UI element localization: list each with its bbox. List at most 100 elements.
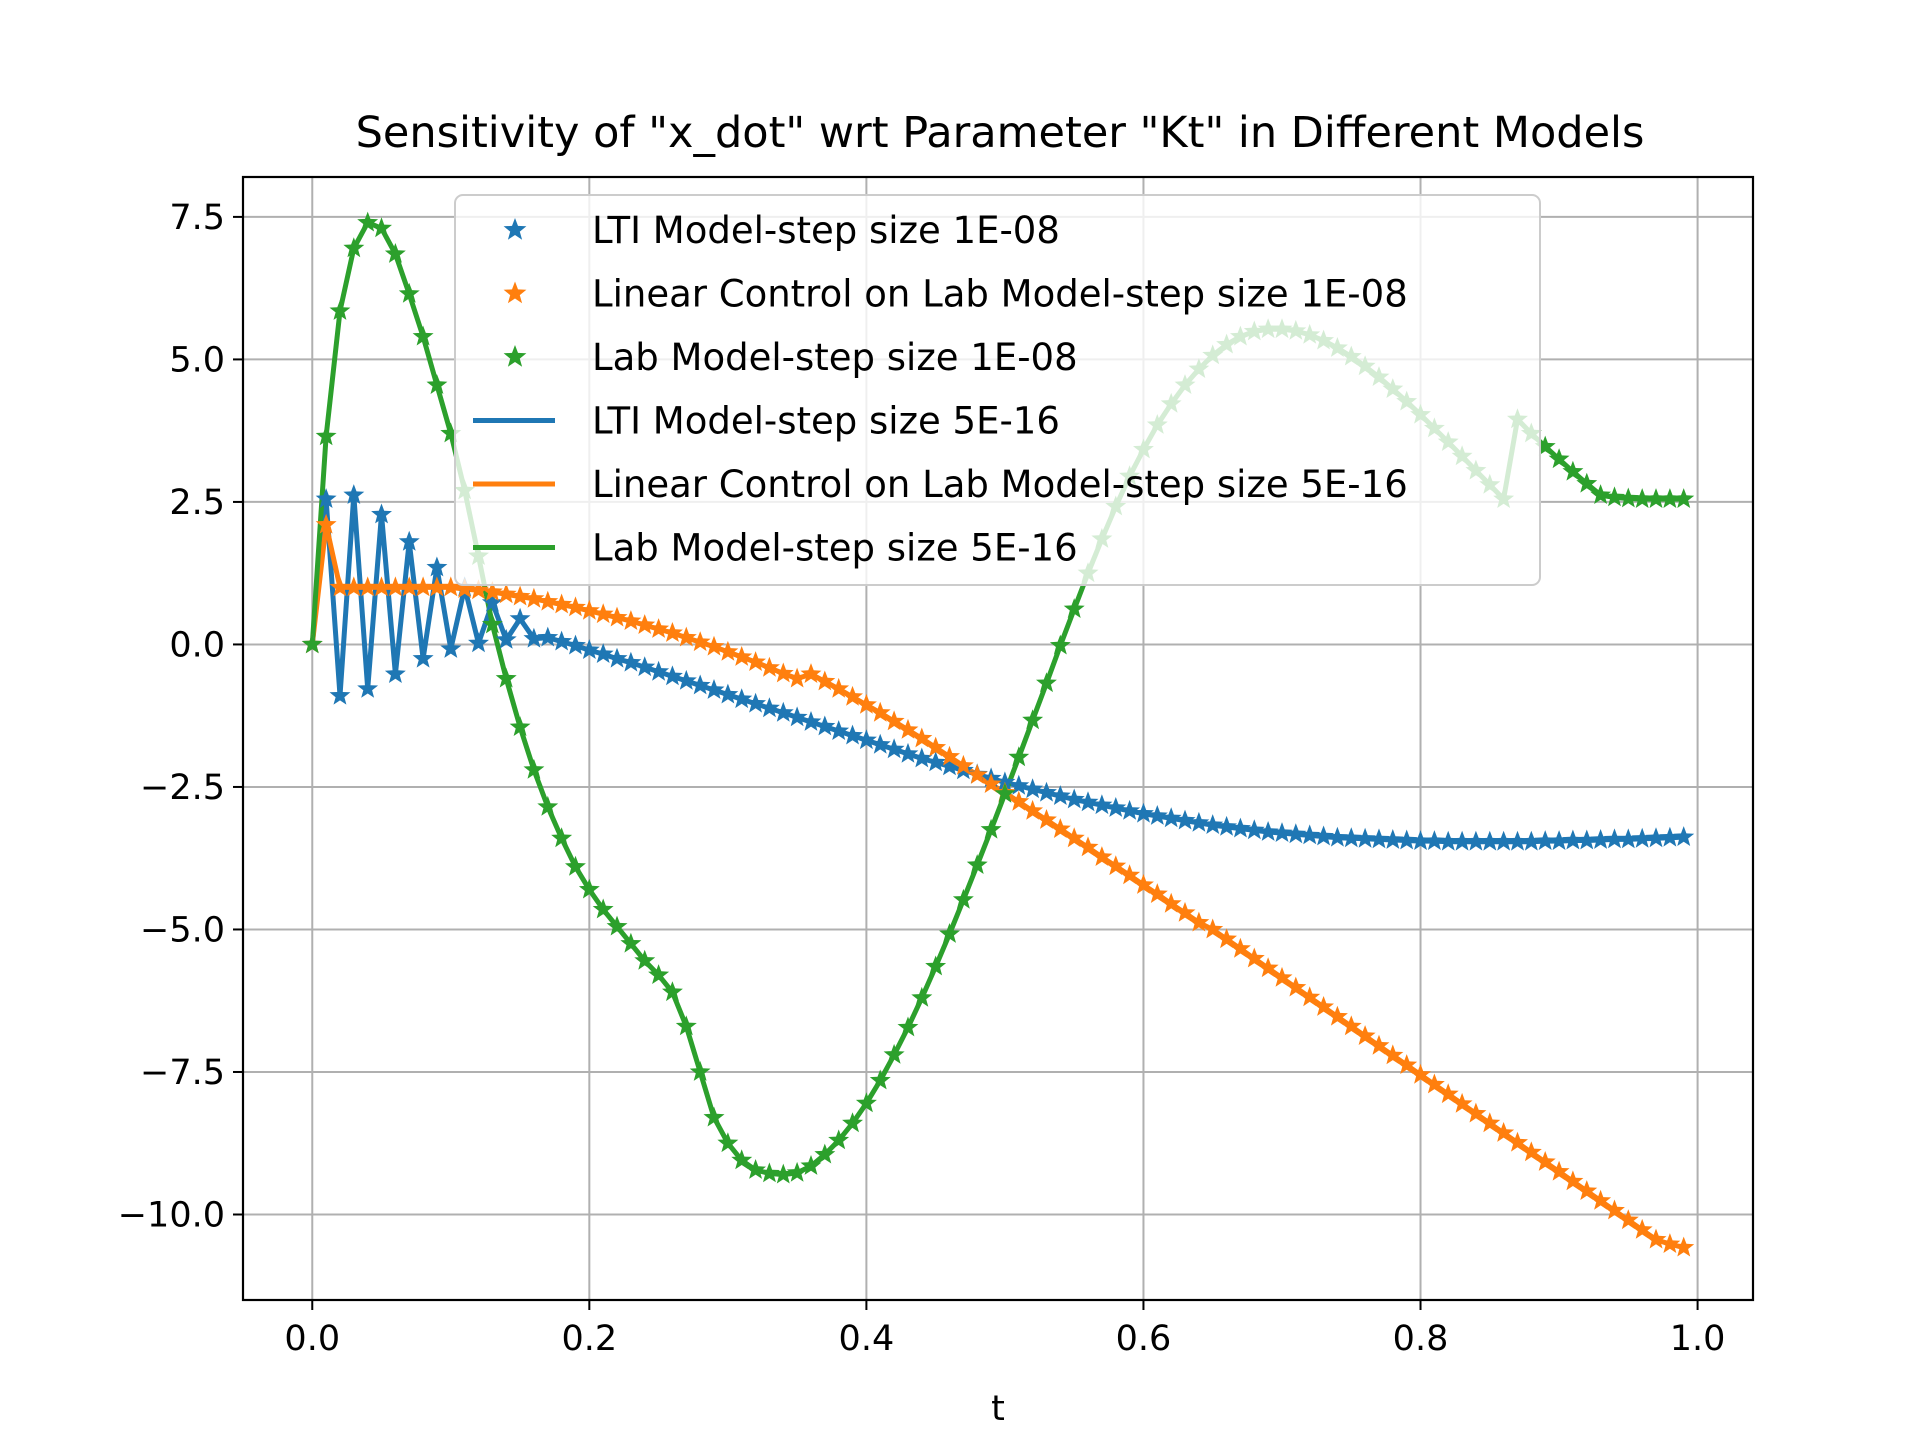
data-point-lab-model [883,1043,905,1064]
data-point-lti-model [1659,826,1681,847]
data-point-lab-model [371,217,392,238]
data-point-linear-control-on-lab-model [1326,1005,1348,1026]
data-point-lab-model [620,932,642,953]
data-point-lti-model [1451,830,1473,851]
legend-label: Lab Model-step size 1E-08 [592,336,1078,379]
data-point-lti-model [1645,827,1667,848]
data-point-lab-model [1008,746,1030,767]
data-point-linear-control-on-lab-model [1673,1236,1695,1257]
data-point-lti-model [1576,829,1598,850]
data-point-lti-model [398,530,420,551]
data-point-linear-control-on-lab-model [426,576,448,597]
y-tick-label: −5.0 [140,910,225,950]
data-point-linear-control-on-lab-model [1063,827,1085,848]
data-point-lab-model [523,758,545,779]
data-point-linear-control-on-lab-model [1465,1102,1487,1123]
data-point-linear-control-on-lab-model [1562,1170,1584,1191]
data-point-lti-model [759,697,780,718]
data-point-lti-model [1243,819,1265,840]
data-point-linear-control-on-lab-model [1382,1044,1404,1065]
data-point-lab-model [897,1016,919,1037]
data-point-lab-model [495,667,517,688]
data-point-lti-model [1520,830,1542,851]
data-point-linear-control-on-lab-model [440,576,462,597]
data-point-lti-model [731,688,753,709]
data-point-linear-control-on-lab-model [1105,855,1127,876]
data-point-linear-control-on-lab-model [1160,892,1182,913]
data-point-linear-control-on-lab-model [745,651,766,671]
data-point-lab-model [412,325,434,346]
data-point-linear-control-on-lab-model [1036,809,1057,829]
data-point-linear-control-on-lab-model [1479,1112,1501,1133]
data-point-lti-model [426,556,448,577]
data-point-linear-control-on-lab-model [454,578,476,598]
data-point-linear-control-on-lab-model [1091,846,1113,866]
data-point-linear-control-on-lab-model [828,677,850,698]
data-point-lti-model [1548,830,1570,850]
data-point-linear-control-on-lab-model [1008,790,1030,811]
data-point-lab-model [731,1149,753,1170]
y-tick-label: 7.5 [169,198,225,238]
legend-star-marker [503,345,527,367]
data-point-lab-model [481,613,503,634]
data-point-linear-control-on-lab-model [911,727,933,748]
data-point-lti-model [1437,830,1459,851]
data-point-linear-control-on-lab-model [717,640,739,661]
data-point-lab-model [398,282,420,303]
data-point-lab-model [689,1061,711,1081]
data-point-linear-control-on-lab-model [1271,966,1293,987]
data-point-lab-model [1604,486,1625,507]
data-point-lti-model [689,674,711,695]
data-point-linear-control-on-lab-model [939,745,960,766]
data-point-linear-control-on-lab-model [980,773,1002,793]
y-tick-label: −10.0 [118,1195,225,1235]
data-point-lti-model [565,634,586,655]
data-point-lti-model [1465,830,1487,851]
data-point-linear-control-on-lab-model [1133,874,1154,894]
x-tick-label: 1.0 [1670,1319,1726,1359]
data-point-lti-model [440,638,462,658]
data-point-linear-control-on-lab-model [1146,883,1168,903]
data-point-lab-model [1659,488,1681,508]
data-point-lti-model [1354,827,1376,848]
x-axis-label: t [991,1389,1005,1429]
data-point-lab-model [703,1106,725,1127]
data-point-lti-model [1313,825,1334,846]
data-point-lab-model [772,1163,794,1184]
data-point-linear-control-on-lab-model [523,587,545,608]
data-point-lab-model [357,211,379,232]
data-point-lti-model [1617,828,1639,849]
data-point-lti-model [925,751,947,772]
plot-frame [241,175,1755,1302]
data-point-lti-model [1160,807,1182,828]
y-axis: 7.5 5.0 2.5 0.0 −2.5 −5.0 −7.5 −10.0 [118,198,243,1235]
data-point-lti-model [1507,830,1528,851]
data-point-lti-model [620,651,642,672]
data-point-lti-model [939,755,960,776]
data-point-linear-control-on-lab-model [1645,1228,1667,1249]
data-point-linear-control-on-lab-model [565,596,586,617]
data-point-lti-model [1188,811,1210,832]
data-point-lti-model [1022,778,1044,799]
data-point-lti-model [1036,781,1057,802]
data-point-lab-model [1590,484,1612,504]
data-point-lti-model [1396,829,1418,850]
data-point-lti-model [772,701,794,722]
data-point-linear-control-on-lab-model [384,576,406,597]
legend-star-marker [503,281,527,304]
data-point-linear-control-on-lab-model [1396,1054,1418,1074]
data-point-linear-control-on-lab-model [412,576,434,597]
data-point-lti-model [1604,828,1625,849]
data-point-linear-control-on-lab-model [551,593,573,614]
data-point-lti-model [592,643,614,663]
data-point-linear-control-on-lab-model [869,701,891,722]
data-point-lab-model [648,964,670,984]
data-point-lti-model [523,627,545,648]
data-point-linear-control-on-lab-model [1285,976,1307,997]
data-point-lti-model [371,503,392,524]
data-point-linear-control-on-lab-model [620,610,642,630]
data-point-linear-control-on-lab-model [786,667,808,688]
data-point-lti-model [911,747,933,768]
data-point-linear-control-on-lab-model [966,764,988,784]
grid [243,177,1753,1300]
